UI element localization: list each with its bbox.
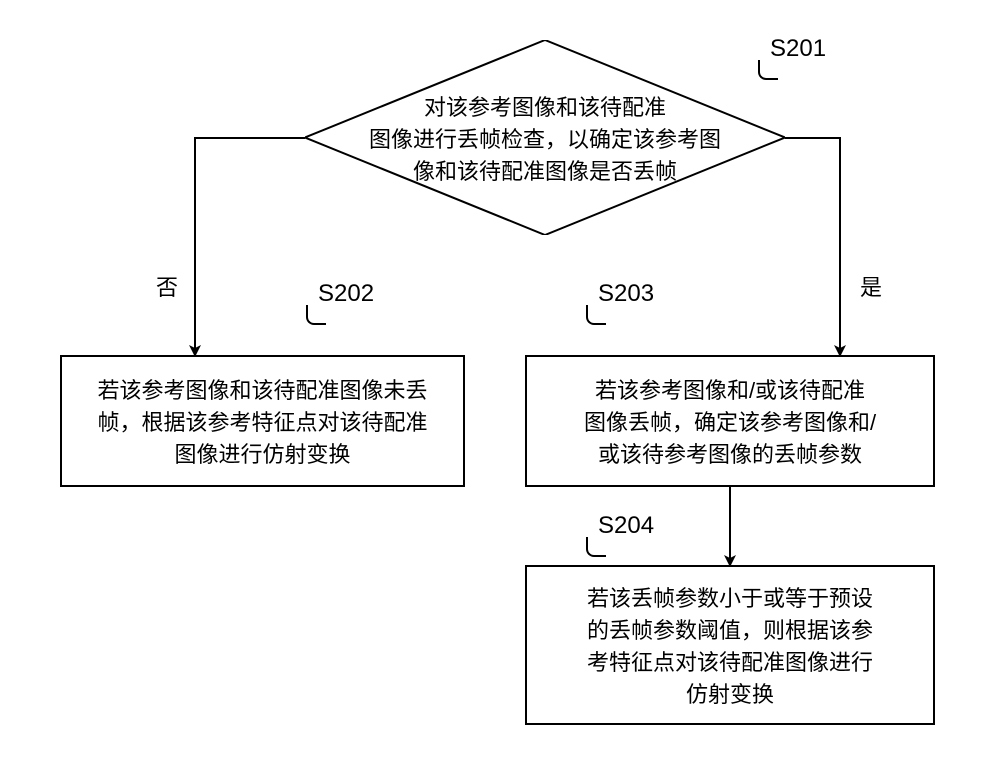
node-s201: 对该参考图像和该待配准图像进行丢帧检查，以确定该参考图像和该待配准图像是否丢帧	[305, 40, 785, 235]
leader-s203	[586, 305, 606, 325]
leader-s204	[586, 537, 606, 557]
node-s202-text: 若该参考图像和该待配准图像未丢帧，根据该参考特征点对该待配准图像进行仿射变换	[97, 373, 427, 469]
leader-s202	[306, 305, 326, 325]
step-label-s204: S204	[598, 512, 654, 540]
step-label-s201: S201	[770, 35, 826, 63]
step-label-s202: S202	[318, 280, 374, 308]
node-s204-text: 若该丢帧参数小于或等于预设的丢帧参数阈值，则根据该参考特征点对该待配准图像进行仿…	[587, 581, 873, 709]
edge-s201-s202	[195, 138, 305, 355]
node-s204: 若该丢帧参数小于或等于预设的丢帧参数阈值，则根据该参考特征点对该待配准图像进行仿…	[525, 565, 935, 725]
node-s203-text: 若该参考图像和/或该待配准图像丢帧，确定该参考图像和/或该待参考图像的丢帧参数	[584, 373, 876, 469]
node-s203: 若该参考图像和/或该待配准图像丢帧，确定该参考图像和/或该待参考图像的丢帧参数	[525, 355, 935, 487]
node-s202: 若该参考图像和该待配准图像未丢帧，根据该参考特征点对该待配准图像进行仿射变换	[60, 355, 465, 487]
edge-label-no: 否	[156, 270, 178, 302]
node-s201-text: 对该参考图像和该待配准图像进行丢帧检查，以确定该参考图像和该待配准图像是否丢帧	[369, 90, 721, 186]
edge-label-yes: 是	[860, 270, 882, 302]
step-label-s203: S203	[598, 280, 654, 308]
flowchart-canvas: 对该参考图像和该待配准图像进行丢帧检查，以确定该参考图像和该待配准图像是否丢帧 …	[0, 0, 1000, 765]
edge-s201-s203	[785, 138, 840, 355]
leader-s201	[758, 60, 778, 80]
